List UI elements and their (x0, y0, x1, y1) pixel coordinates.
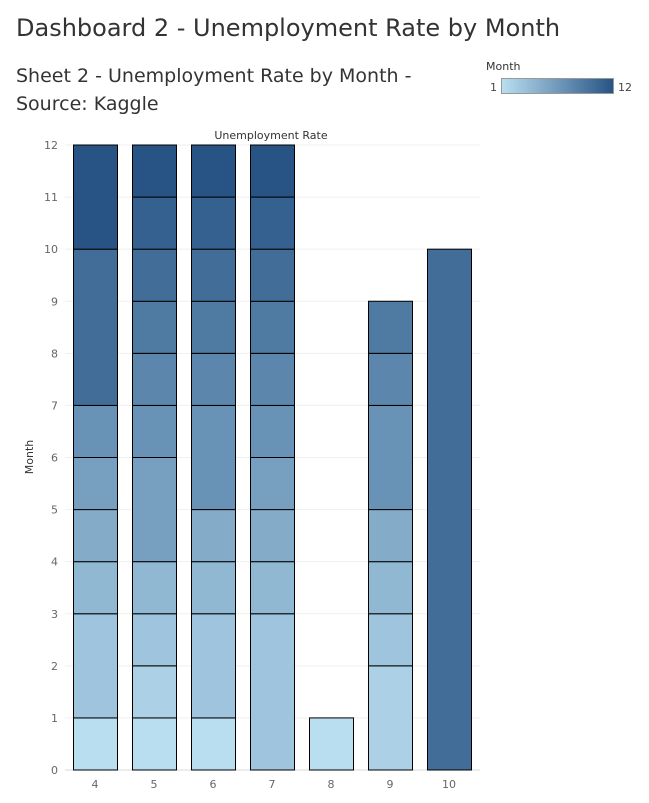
y-tick-label: 3 (51, 608, 58, 621)
bar-segment (73, 509, 118, 563)
bar-segment (191, 613, 236, 719)
y-tick-label: 11 (44, 191, 58, 204)
bar-segment (73, 404, 118, 458)
x-tick-label: 8 (328, 778, 335, 791)
y-tick-label: 0 (51, 764, 58, 777)
bar-segment (250, 509, 295, 563)
bar-segment (250, 144, 295, 198)
bar-segment (368, 561, 413, 615)
bar-segment (250, 248, 295, 302)
y-tick-label: 4 (51, 556, 58, 569)
y-tick-label: 6 (51, 452, 58, 465)
bar-segment (73, 613, 118, 719)
bar-segment (191, 509, 236, 563)
bar-segment (427, 248, 472, 771)
color-legend: Month 1 12 (480, 60, 640, 100)
bar-segment (368, 509, 413, 563)
bar-segment (73, 717, 118, 771)
y-tick-label: 5 (51, 504, 58, 517)
bar-segment (132, 717, 177, 771)
bar-segment (250, 196, 295, 250)
bar-segment (368, 404, 413, 511)
bar-segment (250, 352, 295, 406)
bar-segment (191, 248, 236, 302)
bar-segment (73, 248, 118, 406)
bar-segment (191, 352, 236, 406)
dashboard-title: Dashboard 2 - Unemployment Rate by Month (16, 14, 561, 42)
bar-segment (191, 561, 236, 615)
bar-segment (368, 665, 413, 771)
bar-segment (132, 561, 177, 615)
bar-segment (191, 196, 236, 250)
bar-segment (250, 300, 295, 354)
bar-segment (368, 613, 413, 667)
x-tick-labels: 4 5 6 7 8 9 10 (92, 778, 457, 791)
legend-gradient-bar (501, 78, 614, 94)
y-axis-label: Month (23, 440, 36, 475)
x-tick-label: 9 (387, 778, 394, 791)
bar-segment (250, 404, 295, 458)
y-tick-label: 12 (44, 139, 58, 152)
bar-segment (132, 404, 177, 458)
bar-segment (132, 613, 177, 667)
bar-segment (73, 457, 118, 511)
bar-segment (73, 561, 118, 615)
bar-segment (191, 404, 236, 511)
bar-segment (132, 300, 177, 354)
x-tick-label: 4 (92, 778, 99, 791)
x-tick-label: 5 (151, 778, 158, 791)
bar-segment (132, 196, 177, 250)
bar-segment (250, 561, 295, 615)
y-tick-label: 1 (51, 712, 58, 725)
x-tick-label: 6 (210, 778, 217, 791)
x-tick-label: 7 (269, 778, 276, 791)
bar-segment (250, 457, 295, 511)
y-tick-label: 7 (51, 399, 58, 412)
bar-segment (132, 665, 177, 719)
legend-title: Month (486, 60, 521, 73)
bar-segment (132, 457, 177, 563)
bar-segment (309, 717, 354, 771)
bar-segment (132, 248, 177, 302)
bar-segment (250, 613, 295, 771)
bar-segment (73, 144, 118, 250)
legend-max-label: 12 (618, 81, 632, 94)
x-tick-label: 10 (442, 778, 456, 791)
chart-title: Unemployment Rate (214, 129, 328, 142)
y-tick-label: 9 (51, 295, 58, 308)
y-tick-label: 2 (51, 660, 58, 673)
legend-min-label: 1 (490, 81, 497, 94)
bar-segment (132, 144, 177, 198)
bar-segment (368, 300, 413, 354)
bar-segment (191, 300, 236, 354)
bar-segment (368, 352, 413, 406)
bar-segment (132, 352, 177, 406)
bars (73, 144, 472, 771)
y-tick-label: 8 (51, 347, 58, 360)
y-tick-label: 10 (44, 243, 58, 256)
bar-segment (191, 144, 236, 198)
sheet-title: Sheet 2 - Unemployment Rate by Month - S… (16, 65, 412, 115)
bar-segment (191, 717, 236, 771)
